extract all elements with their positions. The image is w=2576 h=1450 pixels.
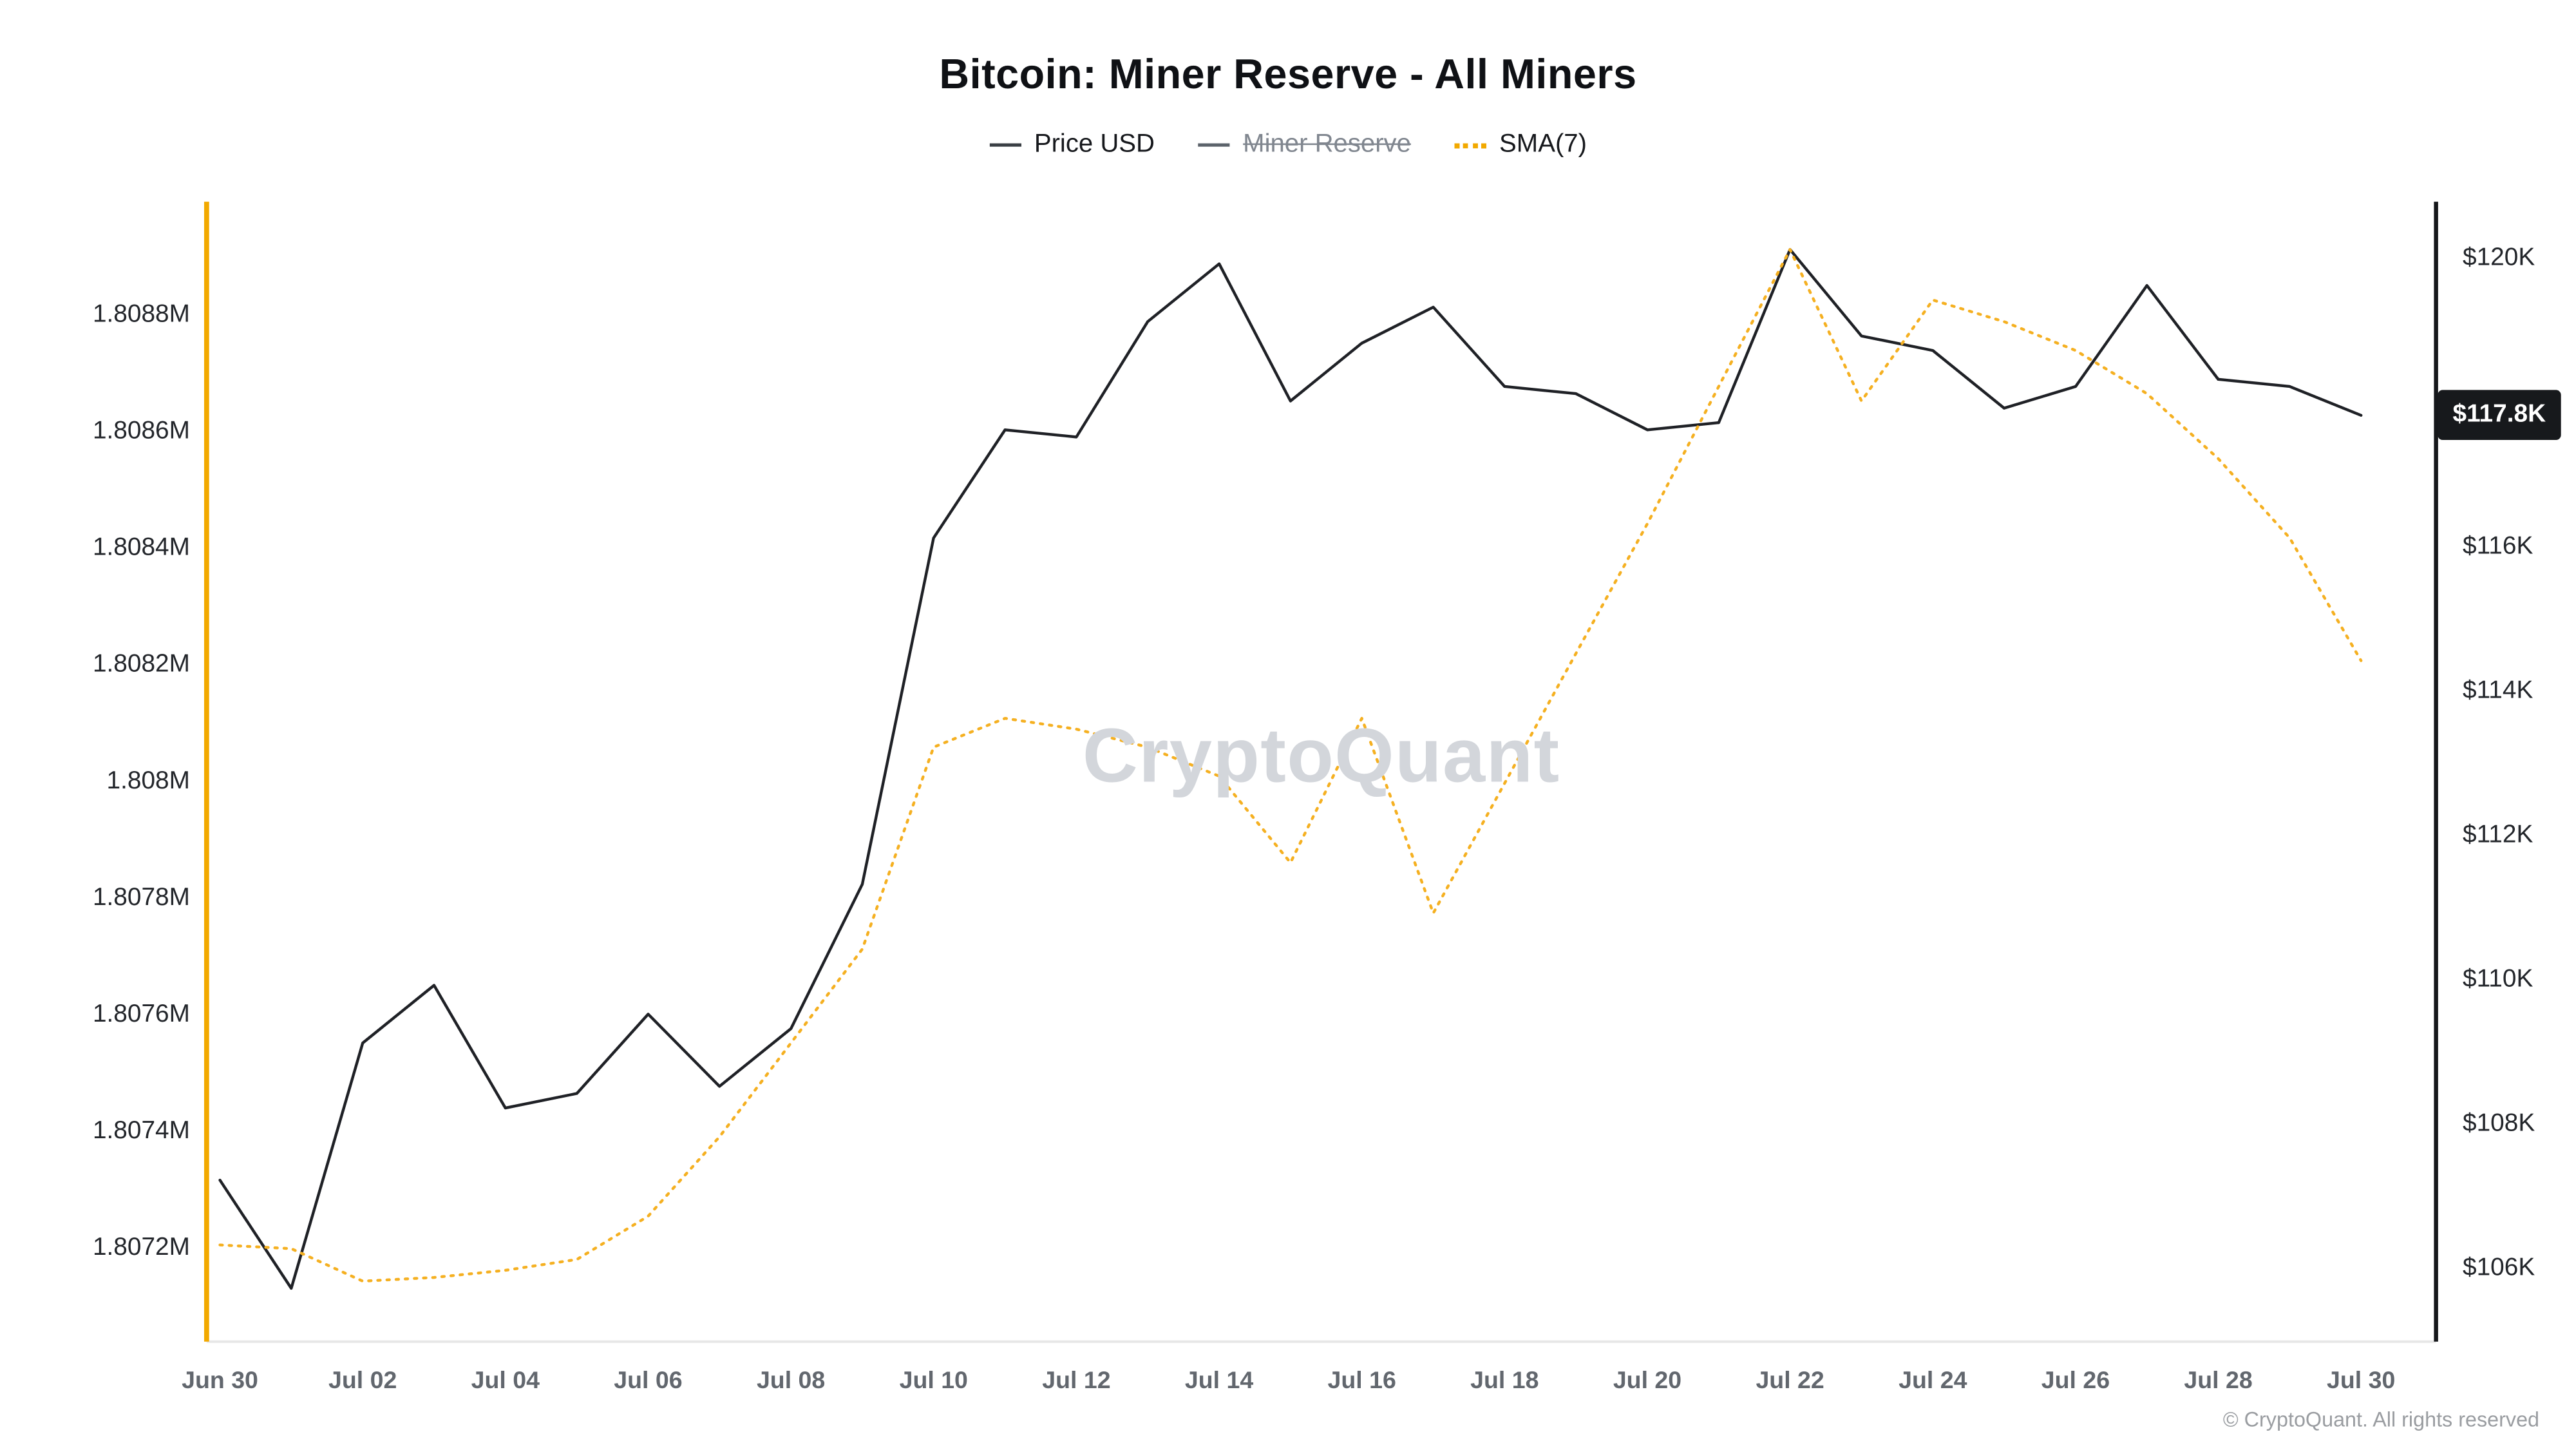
x-axis-tick-label: Jul 24 [1899, 1366, 1967, 1393]
left-axis-tick-label: 1.8076M [93, 1000, 190, 1027]
page-title: Bitcoin: Miner Reserve - All Miners [939, 52, 1637, 99]
price-line-swatch-icon [989, 143, 1021, 147]
left-axis-tick-label: 1.8074M [93, 1116, 190, 1144]
x-axis-tick-label: Jul 10 [900, 1366, 968, 1393]
left-axis-tick-label: 1.8086M [93, 416, 190, 444]
left-axis-tick-label: 1.8084M [93, 533, 190, 561]
x-axis-tick-label: Jul 18 [1470, 1366, 1539, 1393]
legend-label-price-usd: Price USD [1034, 129, 1155, 158]
left-axis-tick-label: 1.8088M [93, 300, 190, 327]
legend-item-miner-reserve[interactable]: Miner Reserve [1198, 130, 1411, 160]
right-axis-tick-label: $110K [2463, 964, 2533, 992]
legend: Price USD Miner Reserve SMA(7) [0, 130, 2576, 160]
sma-line-swatch-icon [1454, 142, 1486, 148]
right-axis-tick-label: $112K [2463, 820, 2533, 848]
current-price-badge: $117.8K [2438, 390, 2561, 441]
copyright-notice: © CryptoQuant. All rights reserved [2222, 1408, 2540, 1432]
legend-item-sma7[interactable]: SMA(7) [1454, 130, 1587, 160]
right-axis-tick-label: $106K [2463, 1253, 2535, 1281]
x-axis-tick-label: Jul 20 [1613, 1366, 1681, 1393]
right-axis-tick-label: $120K [2463, 243, 2535, 271]
miner-reserve-line-swatch-icon [1198, 143, 1230, 147]
x-axis-tick-label: Jul 30 [2327, 1366, 2395, 1393]
x-axis-tick-label: Jul 22 [1756, 1366, 1824, 1393]
x-axis-tick-label: Jun 30 [182, 1366, 258, 1393]
left-axis-tick-label: 1.8078M [93, 883, 190, 911]
sma7-line [218, 248, 2363, 1283]
right-axis-tick-label: $108K [2463, 1109, 2535, 1136]
left-axis-tick-label: 1.8072M [93, 1233, 190, 1261]
x-axis-tick-label: Jul 26 [2041, 1366, 2110, 1393]
legend-label-sma7: SMA(7) [1499, 129, 1587, 158]
x-axis-tick-label: Jul 06 [614, 1366, 682, 1393]
left-axis-tick-label: 1.808M [107, 767, 190, 794]
right-axis-tick-label: $114K [2463, 676, 2533, 703]
x-axis-tick-label: Jul 04 [471, 1366, 540, 1393]
x-axis-tick-label: Jul 02 [328, 1366, 397, 1393]
x-axis-tick-label: Jul 12 [1042, 1366, 1110, 1393]
legend-label-miner-reserve: Miner Reserve [1243, 129, 1411, 158]
x-axis-tick-label: Jul 08 [757, 1366, 825, 1393]
x-axis-tick-label: Jul 16 [1328, 1366, 1396, 1393]
x-axis-tick-label: Jul 28 [2184, 1366, 2252, 1393]
x-axis-tick-label: Jul 14 [1185, 1366, 1253, 1393]
price-usd-line [218, 248, 2363, 1290]
right-axis-tick-label: $116K [2463, 531, 2533, 559]
left-axis-tick-label: 1.8082M [93, 650, 190, 678]
legend-item-price-usd[interactable]: Price USD [989, 130, 1155, 160]
